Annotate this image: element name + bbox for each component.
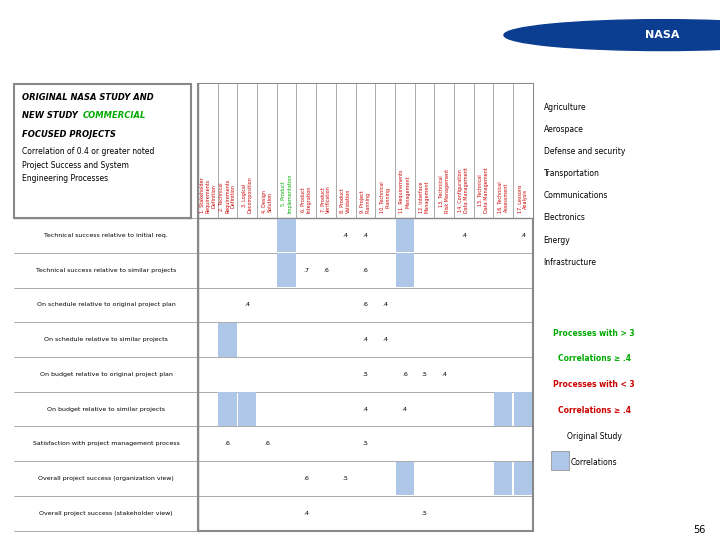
Text: .5: .5: [343, 476, 348, 481]
Text: Correlations ≥ .4: Correlations ≥ .4: [557, 406, 631, 415]
Bar: [514, 462, 532, 495]
Bar: [396, 462, 414, 495]
Text: Project Success and System: Project Success and System: [22, 161, 128, 170]
Text: Energy: Energy: [544, 235, 570, 245]
Text: Communications: Communications: [544, 191, 608, 200]
Text: 11. Requirements
Management: 11. Requirements Management: [400, 170, 410, 213]
Text: Processes with > 3: Processes with > 3: [553, 328, 635, 338]
Bar: [277, 219, 296, 252]
Text: 12. Interface
Management: 12. Interface Management: [419, 181, 430, 213]
Text: .6: .6: [323, 268, 329, 273]
Text: Satisfaction with project management process: Satisfaction with project management pro…: [33, 441, 179, 447]
Bar: [494, 462, 513, 495]
Text: .5: .5: [421, 511, 428, 516]
Bar: [198, 84, 533, 218]
Bar: [396, 253, 414, 287]
Text: On budget relative to original project plan: On budget relative to original project p…: [40, 372, 173, 377]
Text: NEW STUDY: NEW STUDY: [22, 111, 81, 120]
Text: Infrastructure: Infrastructure: [544, 258, 597, 267]
Text: 17. Lessons
Analysis: 17. Lessons Analysis: [518, 185, 528, 213]
Text: .5: .5: [362, 372, 369, 377]
Text: .7: .7: [303, 268, 310, 273]
Text: Aerospace: Aerospace: [544, 125, 583, 134]
Text: Engineering Processes: Engineering Processes: [22, 174, 108, 183]
Text: .4: .4: [382, 337, 388, 342]
Text: 1. Stakeholder
Requirements
Definition: 1. Stakeholder Requirements Definition: [199, 178, 216, 213]
Text: Agriculture: Agriculture: [544, 103, 586, 112]
Bar: [396, 219, 414, 252]
Text: 16. Technical
Assessment: 16. Technical Assessment: [498, 182, 508, 213]
Text: 14. Configuration
Data Management: 14. Configuration Data Management: [459, 168, 469, 213]
Bar: [514, 392, 532, 426]
Text: On budget relative to similar projects: On budget relative to similar projects: [48, 407, 165, 411]
Bar: [218, 323, 237, 356]
Text: .4: .4: [461, 233, 467, 238]
Text: Transportation: Transportation: [544, 170, 600, 178]
Text: .5: .5: [362, 441, 369, 447]
Text: 3. Logical
Decomposition: 3. Logical Decomposition: [242, 177, 253, 213]
Text: .6: .6: [362, 268, 369, 273]
Text: 6. Product
Integration: 6. Product Integration: [301, 186, 312, 213]
Text: .4: .4: [520, 233, 526, 238]
Text: 13. Technical
Risk Management: 13. Technical Risk Management: [438, 170, 449, 213]
Text: Overall project success (stakeholder view): Overall project success (stakeholder vie…: [40, 511, 173, 516]
Text: ORIGINAL NASA STUDY AND: ORIGINAL NASA STUDY AND: [22, 92, 153, 102]
Text: Original Study: Original Study: [567, 432, 621, 441]
Text: Technical success relative to similar projects: Technical success relative to similar pr…: [36, 268, 176, 273]
Text: .4: .4: [244, 302, 251, 307]
Text: On schedule relative to similar projects: On schedule relative to similar projects: [44, 337, 168, 342]
Text: .6: .6: [402, 372, 408, 377]
Bar: [198, 84, 533, 531]
Text: 7. Product
Verification: 7. Product Verification: [320, 186, 331, 213]
Text: 4. Design
Solution: 4. Design Solution: [261, 191, 272, 213]
Text: .4: .4: [362, 233, 369, 238]
Bar: [277, 253, 296, 287]
Text: .4: .4: [362, 407, 369, 411]
Text: .4: .4: [441, 372, 447, 377]
Text: 8. Product
Validation: 8. Product Validation: [341, 189, 351, 213]
Text: Technical success relative to initial req.: Technical success relative to initial re…: [45, 233, 168, 238]
Text: 9. Project
Planning: 9. Project Planning: [360, 191, 371, 213]
Text: .4: .4: [382, 302, 388, 307]
Bar: [551, 451, 569, 469]
Text: Correlation of 0.4 or greater noted: Correlation of 0.4 or greater noted: [22, 146, 154, 156]
Text: Defense and security: Defense and security: [544, 147, 625, 156]
Text: 2. Technical
Requirements
Definition: 2. Technical Requirements Definition: [220, 179, 236, 213]
Text: FOCUSED PROJECTS: FOCUSED PROJECTS: [22, 130, 115, 139]
Text: .6: .6: [264, 441, 270, 447]
Bar: [14, 84, 191, 218]
Text: .4: .4: [362, 337, 369, 342]
Text: COMMERCIAL: COMMERCIAL: [83, 111, 146, 120]
Text: .4: .4: [343, 233, 348, 238]
Text: Correlations ≥ .4: Correlations ≥ .4: [557, 354, 631, 363]
Bar: [238, 392, 256, 426]
Text: 56: 56: [693, 525, 706, 535]
Text: .5: .5: [421, 372, 428, 377]
Circle shape: [504, 19, 720, 51]
Text: Electronics: Electronics: [544, 213, 585, 222]
Text: UAH SE Consortium - Comparing the Relationship between Systems
Engineering Proce: UAH SE Consortium - Comparing the Relati…: [53, 18, 451, 52]
Text: Correlations: Correlations: [571, 458, 617, 467]
Text: 5. Product
Implementation: 5. Product Implementation: [282, 174, 292, 213]
Text: .4: .4: [402, 407, 408, 411]
Bar: [494, 392, 513, 426]
Bar: [218, 392, 237, 426]
Text: .6: .6: [303, 476, 310, 481]
Text: 10. Technical
Planning: 10. Technical Planning: [379, 182, 390, 213]
Text: Overall project success (organization view): Overall project success (organization vi…: [38, 476, 174, 481]
Text: .4: .4: [303, 511, 310, 516]
Text: .6: .6: [362, 302, 369, 307]
Text: .6: .6: [225, 441, 230, 447]
Text: 15. Technical
Data Management: 15. Technical Data Management: [478, 168, 489, 213]
Text: On schedule relative to original project plan: On schedule relative to original project…: [37, 302, 176, 307]
Text: Processes with < 3: Processes with < 3: [553, 380, 635, 389]
Text: NASA: NASA: [645, 30, 680, 40]
